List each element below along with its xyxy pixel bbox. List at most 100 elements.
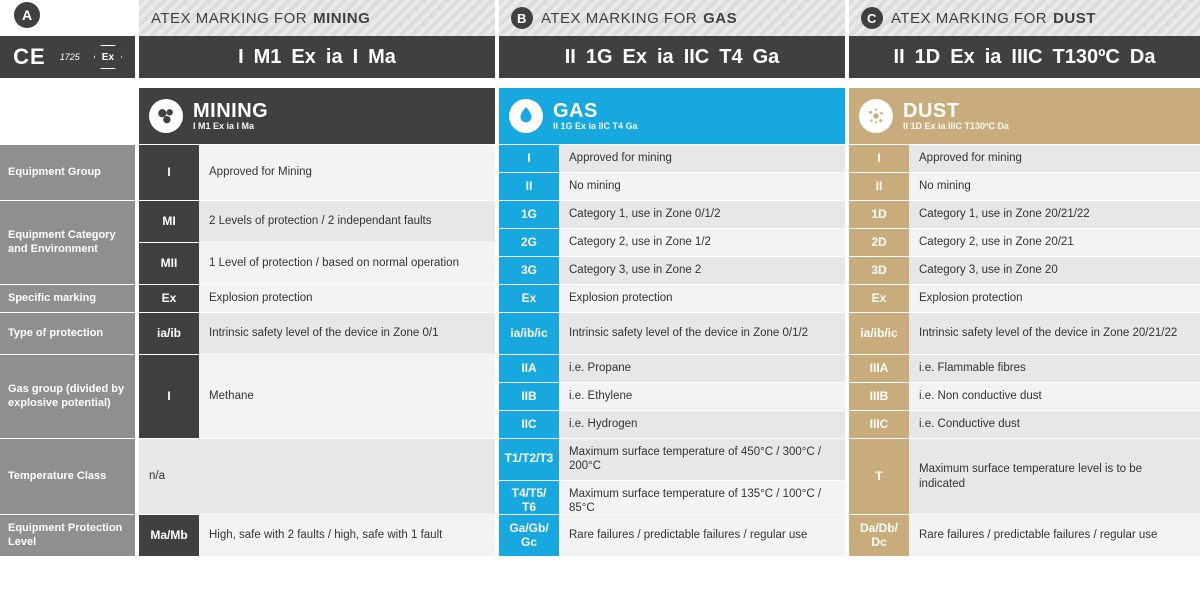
code-token: Ma bbox=[368, 46, 396, 69]
data-row: IIIAi.e. Flammable fibres bbox=[849, 354, 1200, 382]
block-mining-cat: MI2 Levels of protection / 2 independant… bbox=[135, 200, 495, 284]
row-label-epl: Equipment Protection Level bbox=[0, 514, 135, 556]
row-text: i.e. Non conductive dust bbox=[909, 383, 1200, 410]
category-header-gas: GASII 1G Ex ia IIC T4 Ga bbox=[495, 88, 845, 144]
row-text: Intrinsic safety level of the device in … bbox=[559, 313, 845, 354]
badge-c: C bbox=[861, 7, 883, 29]
code-band-mining: IM1ExiaIMa bbox=[135, 36, 495, 78]
category-header-dust: DUSTII 1D Ex ia IIIC T130ºC Da bbox=[845, 88, 1200, 144]
row-code: 1D bbox=[849, 201, 909, 228]
row-code: ia/ib/ic bbox=[849, 313, 909, 354]
row-code: Ex bbox=[849, 285, 909, 312]
data-row: Da/Db/DcRare failures / predictable fail… bbox=[849, 514, 1200, 556]
badge-cell-a: A bbox=[0, 0, 135, 36]
row-text: Category 2, use in Zone 20/21 bbox=[909, 229, 1200, 256]
row-text: Category 1, use in Zone 0/1/2 bbox=[559, 201, 845, 228]
row-text: Maximum surface temperature of 450°C / 3… bbox=[559, 439, 845, 480]
row-label-specific: Specific marking bbox=[0, 284, 135, 312]
row-label-cat: Equipment Category and Environment bbox=[0, 200, 135, 284]
row-code: Ma/Mb bbox=[139, 515, 199, 556]
row-text: i.e. Hydrogen bbox=[559, 411, 845, 438]
row-text: Rare failures / predictable failures / r… bbox=[909, 515, 1200, 556]
code-token: Ex bbox=[950, 46, 974, 69]
row-text: No mining bbox=[909, 173, 1200, 200]
code-token: Ga bbox=[753, 46, 780, 69]
data-row: Ga/Gb/GcRare failures / predictable fail… bbox=[499, 514, 845, 556]
badge-a: A bbox=[14, 2, 40, 28]
data-row: IIAi.e. Propane bbox=[499, 354, 845, 382]
code-token: T130ºC bbox=[1053, 46, 1120, 69]
row-code: I bbox=[139, 355, 199, 438]
row-code: Da/Db/Dc bbox=[849, 515, 909, 556]
row-text: Intrinsic safety level of the device in … bbox=[909, 313, 1200, 354]
block-dust-group: IApproved for miningIINo mining bbox=[845, 144, 1200, 200]
data-row: ExExplosion protection bbox=[849, 284, 1200, 312]
row-text: i.e. Ethylene bbox=[559, 383, 845, 410]
block-dust-type: ia/ib/icIntrinsic safety level of the de… bbox=[845, 312, 1200, 354]
row-code: I bbox=[849, 145, 909, 172]
category-sub: II 1D Ex ia IIIC T130ºC Da bbox=[903, 121, 1009, 131]
code-band-gas: II1GExiaIICT4Ga bbox=[495, 36, 845, 78]
code-token: T4 bbox=[719, 46, 742, 69]
ce-mark: CE bbox=[13, 44, 46, 70]
row-text: 2 Levels of protection / 2 independant f… bbox=[199, 201, 495, 242]
block-gas-gasgrp: IIAi.e. PropaneIIBi.e. EthyleneIICi.e. H… bbox=[495, 354, 845, 438]
row-label-temp: Temperature Class bbox=[0, 438, 135, 514]
category-title: MINING bbox=[193, 101, 268, 121]
caption-pre: ATEX MARKING FOR bbox=[541, 10, 697, 27]
row-text: Explosion protection bbox=[559, 285, 845, 312]
ce-num: 1725 bbox=[60, 52, 80, 62]
block-mining-group: IApproved for Mining bbox=[135, 144, 495, 200]
row-text: i.e. Conductive dust bbox=[909, 411, 1200, 438]
code-band-dust: II1DExiaIIICT130ºCDa bbox=[845, 36, 1200, 78]
data-row: IIICi.e. Conductive dust bbox=[849, 410, 1200, 438]
gas-icon bbox=[509, 99, 543, 133]
caption-gas: BATEX MARKING FORGAS bbox=[495, 0, 845, 36]
code-token: 1D bbox=[915, 46, 941, 69]
block-dust-specific: ExExplosion protection bbox=[845, 284, 1200, 312]
data-row: MI2 Levels of protection / 2 independant… bbox=[139, 200, 495, 242]
row-code: 2G bbox=[499, 229, 559, 256]
ce-mark-block: CE1725Ex bbox=[0, 36, 135, 78]
data-row: T1/T2/T3Maximum surface temperature of 4… bbox=[499, 438, 845, 480]
row-code: IIC bbox=[499, 411, 559, 438]
data-row: TMaximum surface temperature level is to… bbox=[849, 438, 1200, 514]
data-row: ExExplosion protection bbox=[499, 284, 845, 312]
block-dust-epl: Da/Db/DcRare failures / predictable fail… bbox=[845, 514, 1200, 556]
block-dust-cat: 1DCategory 1, use in Zone 20/21/222DCate… bbox=[845, 200, 1200, 284]
data-row: 3GCategory 3, use in Zone 2 bbox=[499, 256, 845, 284]
category-title: GAS bbox=[553, 101, 638, 121]
row-code: II bbox=[849, 173, 909, 200]
row-code: IIB bbox=[499, 383, 559, 410]
row-code: MII bbox=[139, 243, 199, 284]
code-token: Ex bbox=[623, 46, 647, 69]
spacer bbox=[845, 78, 1200, 88]
code-token: I bbox=[353, 46, 359, 69]
row-code: IIIB bbox=[849, 383, 909, 410]
data-row: IINo mining bbox=[499, 172, 845, 200]
row-code: 2D bbox=[849, 229, 909, 256]
row-label-group: Equipment Group bbox=[0, 144, 135, 200]
block-mining-specific: ExExplosion protection bbox=[135, 284, 495, 312]
row-text: Explosion protection bbox=[909, 285, 1200, 312]
code-token: IIC bbox=[684, 46, 710, 69]
code-token: ia bbox=[985, 46, 1002, 69]
data-row: IApproved for mining bbox=[849, 144, 1200, 172]
caption-strong: MINING bbox=[313, 10, 370, 27]
row-code: MI bbox=[139, 201, 199, 242]
caption-dust: CATEX MARKING FORDUST bbox=[845, 0, 1200, 36]
row-code: II bbox=[499, 173, 559, 200]
row-code: IIA bbox=[499, 355, 559, 382]
row-text: i.e. Flammable fibres bbox=[909, 355, 1200, 382]
row-code: T1/T2/T3 bbox=[499, 439, 559, 480]
code-token: ia bbox=[326, 46, 343, 69]
block-mining-epl: Ma/MbHigh, safe with 2 faults / high, sa… bbox=[135, 514, 495, 556]
data-row: 3DCategory 3, use in Zone 20 bbox=[849, 256, 1200, 284]
row-code: 1G bbox=[499, 201, 559, 228]
row-text: Category 3, use in Zone 2 bbox=[559, 257, 845, 284]
caption-pre: ATEX MARKING FOR bbox=[891, 10, 1047, 27]
code-token: II bbox=[565, 46, 576, 69]
block-gas-specific: ExExplosion protection bbox=[495, 284, 845, 312]
data-row: 1DCategory 1, use in Zone 20/21/22 bbox=[849, 200, 1200, 228]
data-row: 1GCategory 1, use in Zone 0/1/2 bbox=[499, 200, 845, 228]
